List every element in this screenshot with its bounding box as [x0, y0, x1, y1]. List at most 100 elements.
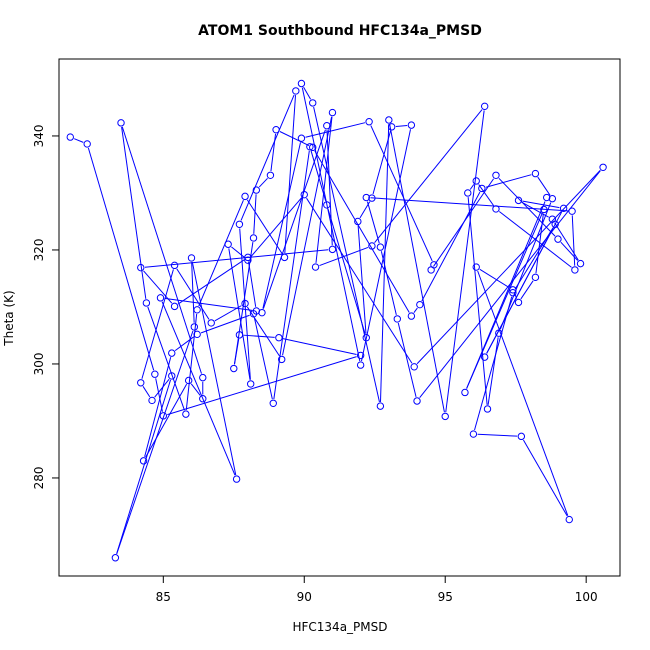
series-line-segment	[154, 378, 170, 398]
series-line-segment	[164, 297, 253, 311]
series-line-segment	[246, 199, 283, 255]
data-point	[410, 363, 418, 371]
series-line-segment	[522, 200, 560, 209]
data-point	[244, 256, 252, 264]
series-line-segment	[319, 246, 369, 267]
data-point	[362, 334, 370, 342]
chart-title: ATOM1 Southbound HFC134a_PMSD	[198, 23, 482, 39]
series-line-segment	[144, 357, 172, 457]
series-line-segment	[397, 322, 417, 398]
series-line-segment	[361, 129, 412, 362]
series-line-segment	[498, 177, 556, 237]
series-line-segment	[191, 261, 237, 476]
series-line-segment	[413, 307, 418, 313]
data-point	[554, 235, 562, 243]
data-point	[568, 207, 576, 215]
series-line-segment	[121, 126, 147, 299]
data-point	[599, 163, 607, 172]
plot-area-frame	[58, 58, 621, 577]
data-point	[159, 412, 168, 420]
data-point	[117, 119, 125, 127]
data-point	[306, 143, 314, 151]
data-point	[461, 388, 469, 397]
data-point	[478, 184, 486, 193]
series-line-segment	[161, 301, 236, 476]
data-point	[407, 312, 416, 320]
series-line-segment	[395, 124, 408, 127]
series-line-segment	[228, 248, 251, 380]
series-line-segment	[315, 116, 333, 263]
x-tick-label: 90	[297, 590, 312, 604]
series-line-segment	[200, 314, 250, 334]
series-line-segment	[239, 228, 251, 380]
series-line-segment	[537, 176, 551, 196]
series-line-segment	[366, 201, 380, 244]
series-line-segment	[144, 249, 329, 268]
data-point	[193, 306, 201, 314]
series-line-segment	[514, 293, 518, 299]
series-line-segment	[282, 338, 357, 356]
data-point	[230, 364, 238, 373]
series-line-segment	[190, 383, 201, 396]
x-tick-label: 100	[575, 590, 598, 604]
series-line-segment	[469, 184, 475, 190]
series-line-segment	[116, 379, 171, 554]
data-point	[480, 353, 489, 361]
data-point	[328, 245, 337, 254]
series-line-segment	[474, 296, 513, 431]
data-point	[235, 331, 244, 339]
data-point	[187, 254, 196, 262]
data-point	[531, 169, 540, 178]
series-line-segment	[372, 130, 392, 195]
series-line-segment	[554, 222, 579, 261]
series-line-segment	[389, 124, 445, 413]
data-point	[156, 294, 165, 302]
y-tick-label: 300	[32, 353, 46, 376]
data-point	[275, 334, 283, 342]
series-line-segment	[313, 106, 380, 403]
data-point	[258, 308, 266, 317]
series-line-segment	[253, 194, 257, 234]
data-point	[387, 123, 396, 131]
x-axis-label: HFC134a_PMSD	[292, 620, 387, 634]
data-point	[441, 412, 449, 421]
series-line-segment	[145, 383, 188, 458]
y-axis: 280 300 320 340	[32, 124, 60, 489]
data-point	[83, 140, 91, 148]
series-line-segment	[380, 251, 397, 315]
series-line-segment	[167, 356, 357, 416]
series-line-segment	[520, 280, 534, 300]
data-point	[280, 253, 289, 262]
series-line-segment	[486, 227, 554, 354]
data-point	[393, 315, 401, 323]
series-line-segment	[370, 125, 433, 262]
data-point	[168, 372, 176, 380]
data-point	[168, 349, 176, 357]
data-point	[311, 263, 320, 271]
y-axis-label: Theta (K)	[2, 290, 16, 346]
data-point	[300, 190, 308, 199]
series-line-segment	[477, 270, 569, 516]
series-line-segment	[141, 269, 174, 379]
data-point	[413, 397, 421, 405]
data-point	[365, 118, 373, 126]
series-line-segment	[240, 94, 295, 221]
series-line-segment	[522, 439, 568, 517]
series-line-segment	[433, 178, 494, 267]
data-point	[244, 253, 252, 262]
data-point	[540, 205, 548, 214]
data-point	[354, 217, 362, 226]
data-point	[142, 299, 151, 307]
series-line-segment	[116, 330, 194, 554]
data-point	[309, 143, 317, 152]
series-line-segment	[191, 262, 195, 323]
data-point	[193, 330, 201, 339]
data-point	[356, 361, 365, 369]
data-point	[182, 410, 190, 418]
series-line-segment	[357, 225, 367, 334]
data-point	[297, 79, 306, 88]
series-line-segment	[478, 184, 494, 206]
series-line-segment	[231, 246, 245, 258]
data-point	[407, 121, 416, 129]
